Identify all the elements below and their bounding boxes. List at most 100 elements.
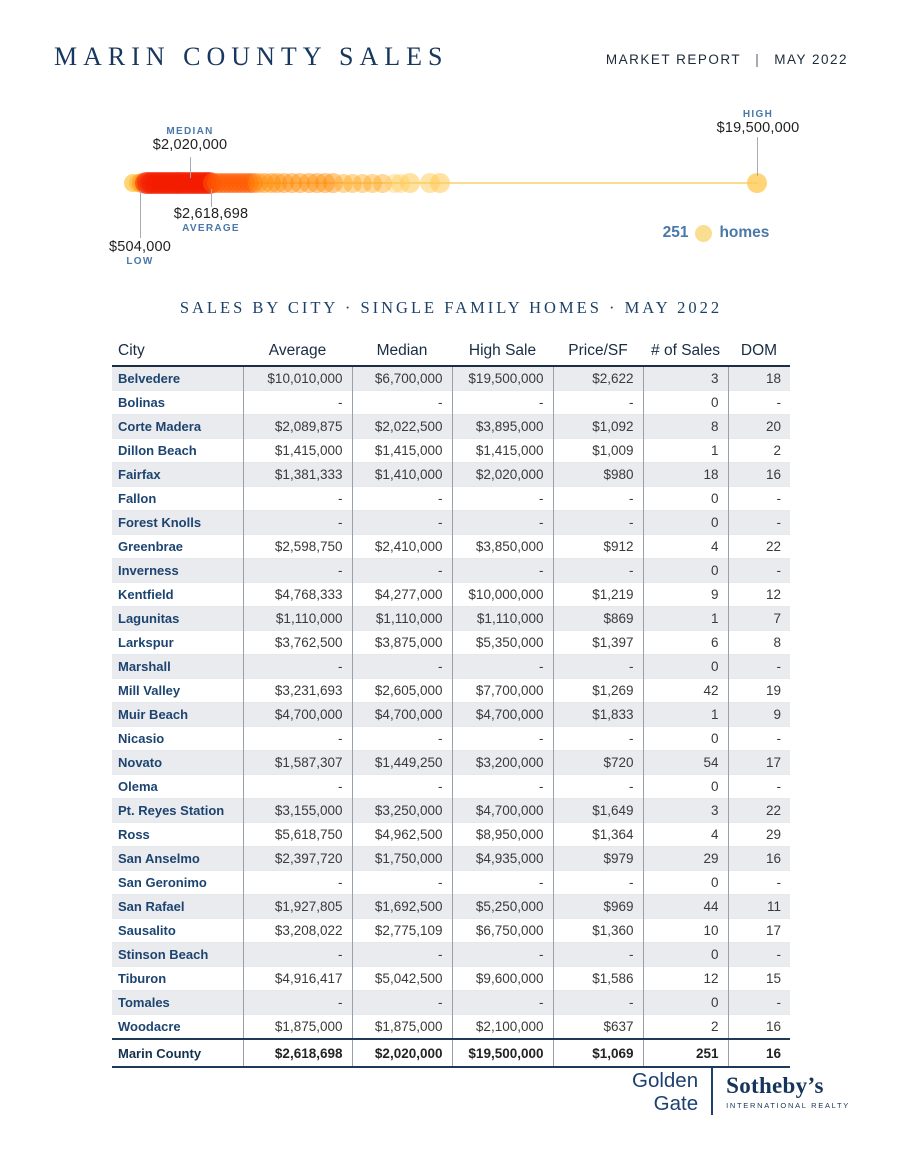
table-row: Inverness - - - -0- bbox=[112, 558, 790, 583]
home-sale-dot bbox=[260, 173, 281, 193]
golden-gate-line2: Gate bbox=[653, 1091, 699, 1115]
cell-value: 3 bbox=[642, 366, 728, 391]
cell-value: $6,700,000 bbox=[351, 366, 452, 391]
cell-city: Fallon bbox=[118, 491, 157, 506]
page-title: MARIN COUNTY SALES bbox=[54, 42, 449, 71]
cell-value: 29 bbox=[642, 846, 728, 871]
high-leader-line bbox=[757, 137, 758, 176]
cell-value: - bbox=[351, 654, 452, 679]
cell-value: $869 bbox=[552, 606, 643, 631]
cell-city: Mill Valley bbox=[118, 683, 181, 698]
cell-city: Woodacre bbox=[118, 1019, 181, 1034]
table-row: Belvedere $10,010,000 $6,700,000 $19,500,00… bbox=[112, 366, 790, 391]
cell-value: $3,231,693 bbox=[242, 678, 352, 703]
cell-value: $2,775,109 bbox=[351, 918, 452, 943]
cell-value: - bbox=[351, 510, 452, 535]
cell-value: - bbox=[242, 654, 352, 679]
brokerage-logo: Golden Gate Sotheby’s INTERNATIONAL REAL… bbox=[632, 1068, 850, 1115]
sothebys-name: Sotheby’s bbox=[726, 1072, 824, 1098]
table-row: Pt. Reyes Station $3,155,000 $3,250,000 $4,… bbox=[112, 798, 790, 823]
table-row: Fallon - - - -0- bbox=[112, 486, 790, 511]
table-row: Corte Madera $2,089,875 $2,022,500 $3,895,0… bbox=[112, 414, 790, 439]
cell-value: - bbox=[351, 942, 452, 967]
cell-value: $4,935,000 bbox=[451, 846, 553, 871]
cell-value: $2,020,000 bbox=[451, 462, 553, 487]
cell-value: $1,110,000 bbox=[242, 606, 352, 631]
cell-value: - bbox=[727, 774, 790, 799]
cell-value: 17 bbox=[727, 918, 790, 943]
col-header-median: Median bbox=[352, 340, 452, 367]
cell-city: Fairfax bbox=[118, 467, 161, 482]
table-header-row: City Average Median High Sale Price/SF #… bbox=[112, 340, 790, 367]
cell-value: $1,410,000 bbox=[351, 462, 452, 487]
home-sale-dot bbox=[363, 173, 383, 193]
cell-value: - bbox=[242, 486, 352, 511]
low-marker: $504,000 LOW bbox=[90, 239, 190, 267]
cell-city: Tomales bbox=[118, 995, 170, 1010]
cell-value: 11 bbox=[727, 894, 790, 919]
median-leader-line bbox=[190, 157, 191, 178]
cell-value: - bbox=[351, 990, 452, 1015]
cell-value: - bbox=[351, 486, 452, 511]
cell-value: 20 bbox=[727, 414, 790, 439]
total-high-sale: $19,500,000 bbox=[451, 1038, 553, 1068]
table-row: Greenbrae $2,598,750 $2,410,000 $3,850,000 $… bbox=[112, 534, 790, 559]
cell-value: $912 bbox=[552, 534, 643, 559]
cell-value: $1,269 bbox=[552, 678, 643, 703]
cell-value: 4 bbox=[642, 534, 728, 559]
col-header-price-sf: Price/SF bbox=[553, 340, 643, 367]
cell-value: 8 bbox=[727, 630, 790, 655]
cell-value: $4,700,000 bbox=[351, 702, 452, 727]
median-marker: MEDIAN $2,020,000 bbox=[130, 126, 250, 154]
cell-value: 6 bbox=[642, 630, 728, 655]
cell-value: $720 bbox=[552, 750, 643, 775]
cell-city: Nicasio bbox=[118, 731, 165, 746]
low-value: $504,000 bbox=[108, 239, 172, 255]
cell-value: $4,277,000 bbox=[351, 582, 452, 607]
col-header-high-sale: High Sale bbox=[452, 340, 553, 367]
col-header-dom: DOM bbox=[728, 340, 790, 367]
cell-value: - bbox=[351, 774, 452, 799]
cell-value: - bbox=[552, 774, 643, 799]
cell-value: $5,350,000 bbox=[451, 630, 553, 655]
cell-value: - bbox=[242, 510, 352, 535]
home-sale-dot bbox=[323, 173, 344, 193]
cell-value: 29 bbox=[727, 822, 790, 847]
cell-value: $1,415,000 bbox=[351, 438, 452, 463]
average-value: $2,618,698 bbox=[173, 206, 249, 222]
cell-value: $5,250,000 bbox=[451, 894, 553, 919]
table-row: San Geronimo - - - -0- bbox=[112, 870, 790, 895]
cell-value: - bbox=[451, 990, 553, 1015]
cell-value: 0 bbox=[642, 654, 728, 679]
home-sale-dot bbox=[343, 173, 363, 193]
cell-city: Tiburon bbox=[118, 971, 167, 986]
average-label: AVERAGE bbox=[182, 223, 240, 234]
home-sale-dot bbox=[306, 173, 327, 193]
cell-value: - bbox=[552, 654, 643, 679]
home-sale-dot bbox=[430, 173, 450, 193]
cell-value: - bbox=[351, 870, 452, 895]
cell-value: $19,500,000 bbox=[451, 366, 553, 391]
cell-value: 16 bbox=[727, 462, 790, 487]
cell-value: $4,700,000 bbox=[242, 702, 352, 727]
high-marker: HIGH $19,500,000 bbox=[697, 109, 819, 137]
cell-value: $1,875,000 bbox=[351, 1014, 452, 1039]
cell-value: - bbox=[552, 870, 643, 895]
total-row: Marin County $2,618,698 $2,020,000 $19,5… bbox=[112, 1038, 790, 1068]
cell-city: Corte Madera bbox=[118, 419, 202, 434]
cell-value: - bbox=[727, 990, 790, 1015]
sothebys-subtitle: INTERNATIONAL REALTY bbox=[726, 1100, 850, 1110]
cell-value: 54 bbox=[642, 750, 728, 775]
cell-value: - bbox=[451, 390, 553, 415]
cell-value: 3 bbox=[642, 798, 728, 823]
cell-value: - bbox=[552, 558, 643, 583]
home-sale-dot bbox=[353, 173, 373, 193]
home-dot-icon bbox=[695, 224, 713, 242]
table-row: Kentfield $4,768,333 $4,277,000 $10,000,000… bbox=[112, 582, 790, 607]
cell-value: - bbox=[451, 870, 553, 895]
cell-value: $1,092 bbox=[552, 414, 643, 439]
cell-value: $3,850,000 bbox=[451, 534, 553, 559]
cell-value: - bbox=[242, 774, 352, 799]
home-sale-dot bbox=[242, 173, 263, 193]
